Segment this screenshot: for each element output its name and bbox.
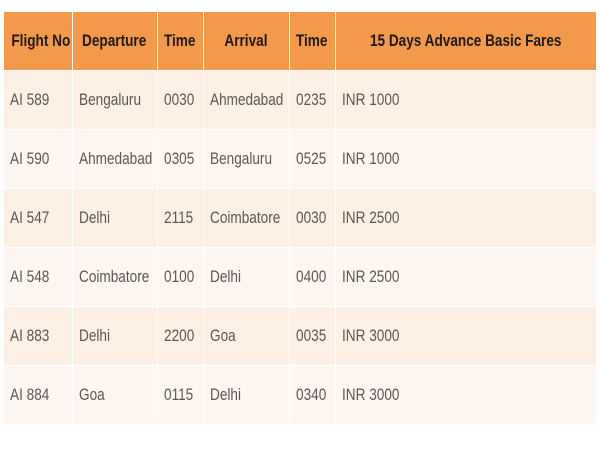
cell-text: INR 1000 — [341, 90, 399, 109]
cell-text: INR 1000 — [341, 149, 399, 168]
cell-flight-no: AI 547 — [4, 188, 73, 248]
cell-arrival: Coimbatore — [203, 188, 290, 248]
cell-arrival-time: 0030 — [289, 188, 336, 248]
header-arrival-time: Time — [289, 12, 336, 71]
cell-arrival: Ahmedabad — [203, 70, 290, 130]
table-row: AI 883 Delhi 2200 Goa 0035 INR 3000 — [4, 306, 596, 366]
cell-flight-no: AI 883 — [4, 306, 73, 366]
cell-text: 0305 — [163, 149, 194, 168]
cell-text: Delhi — [209, 385, 241, 404]
cell-text: Delhi — [209, 267, 241, 286]
cell-text: 0115 — [163, 385, 193, 404]
header-departure-time: Time — [157, 12, 204, 71]
cell-arrival-time: 0235 — [289, 70, 336, 130]
cell-fare: INR 3000 — [335, 365, 596, 424]
cell-text: Goa — [209, 326, 236, 345]
cell-fare: INR 1000 — [335, 129, 596, 189]
table-header-row: Flight No Departure Time Arrival Time 15… — [4, 12, 596, 71]
cell-text: Delhi — [78, 208, 110, 227]
header-departure: Departure — [72, 12, 158, 71]
cell-text: Bengaluru — [209, 149, 272, 168]
cell-arrival: Delhi — [203, 365, 290, 424]
cell-text: 0030 — [163, 90, 194, 109]
cell-fare: INR 3000 — [335, 306, 596, 366]
cell-arrival: Goa — [203, 306, 290, 366]
cell-departure-time: 2115 — [157, 188, 204, 248]
cell-text: Goa — [78, 385, 105, 404]
cell-text: 0400 — [295, 267, 326, 286]
cell-departure-time: 0305 — [157, 129, 204, 189]
table-row: AI 548 Coimbatore 0100 Delhi 0400 INR 2500 — [4, 247, 596, 307]
cell-departure: Delhi — [72, 306, 158, 366]
cell-text: 0030 — [295, 208, 326, 227]
cell-departure: Goa — [72, 365, 158, 424]
flight-fares-table: Flight No Departure Time Arrival Time 15… — [4, 12, 596, 424]
header-flight-no: Flight No — [4, 12, 73, 71]
cell-arrival-time: 0035 — [289, 306, 336, 366]
cell-text: INR 3000 — [341, 385, 399, 404]
cell-text: Ahmedabad — [78, 149, 152, 168]
cell-flight-no: AI 548 — [4, 247, 73, 307]
cell-arrival-time: 0340 — [289, 365, 336, 424]
cell-fare: INR 2500 — [335, 188, 596, 248]
cell-departure: Coimbatore — [72, 247, 158, 307]
cell-text: Delhi — [78, 326, 110, 345]
cell-text: 0035 — [295, 326, 326, 345]
cell-fare: INR 1000 — [335, 70, 596, 130]
cell-text: Coimbatore — [209, 208, 280, 227]
cell-departure-time: 0030 — [157, 70, 204, 130]
cell-text: 2200 — [163, 326, 194, 345]
header-fares: 15 Days Advance Basic Fares — [335, 12, 596, 71]
table-row: AI 590 Ahmedabad 0305 Bengaluru 0525 INR 1000 — [4, 129, 596, 189]
cell-fare: INR 2500 — [335, 247, 596, 307]
cell-arrival-time: 0400 — [289, 247, 336, 307]
cell-flight-no: AI 589 — [4, 70, 73, 130]
cell-flight-no: AI 884 — [4, 365, 73, 424]
cell-text: 0100 — [163, 267, 194, 286]
cell-text: AI 589 — [10, 90, 50, 109]
cell-text: Bengaluru — [78, 90, 141, 109]
cell-text: 0340 — [295, 385, 326, 404]
cell-departure-time: 2200 — [157, 306, 204, 366]
cell-departure: Ahmedabad — [72, 129, 158, 189]
cell-text: 2115 — [163, 208, 193, 227]
cell-text: AI 547 — [10, 208, 50, 227]
cell-departure: Bengaluru — [72, 70, 158, 130]
cell-text: AI 884 — [10, 385, 50, 404]
cell-text: Coimbatore — [78, 267, 149, 286]
cell-text: AI 590 — [10, 149, 50, 168]
cell-text: INR 2500 — [341, 208, 399, 227]
table-row: AI 589 Bengaluru 0030 Ahmedabad 0235 INR 1000 — [4, 70, 596, 130]
table-row: AI 884 Goa 0115 Delhi 0340 INR 3000 — [4, 365, 596, 424]
cell-departure-time: 0115 — [157, 365, 204, 424]
cell-departure-time: 0100 — [157, 247, 204, 307]
table-row: AI 547 Delhi 2115 Coimbatore 0030 INR 2500 — [4, 188, 596, 248]
cell-arrival: Delhi — [203, 247, 290, 307]
cell-text: 0525 — [295, 149, 326, 168]
cell-text: Ahmedabad — [209, 90, 283, 109]
cell-flight-no: AI 590 — [4, 129, 73, 189]
cell-text: AI 548 — [10, 267, 50, 286]
cell-arrival: Bengaluru — [203, 129, 290, 189]
cell-text: AI 883 — [10, 326, 50, 345]
cell-text: INR 2500 — [341, 267, 399, 286]
cell-text: INR 3000 — [341, 326, 399, 345]
cell-text: 0235 — [295, 90, 326, 109]
cell-departure: Delhi — [72, 188, 158, 248]
cell-arrival-time: 0525 — [289, 129, 336, 189]
header-arrival: Arrival — [203, 12, 290, 71]
